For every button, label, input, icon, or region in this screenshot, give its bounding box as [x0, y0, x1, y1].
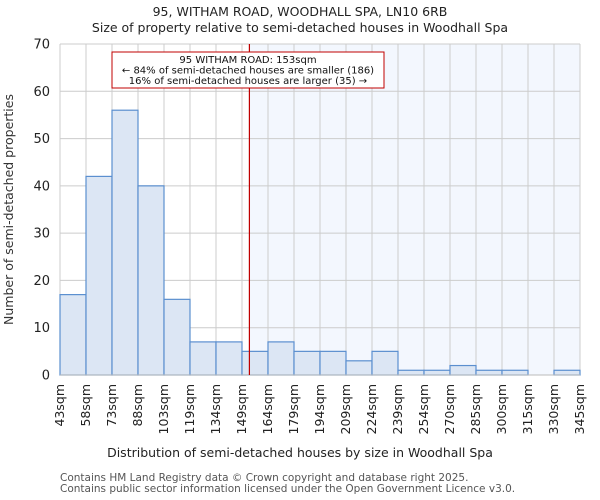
- x-tick-label: 73sqm: [104, 384, 119, 427]
- histogram-bar: [111, 109, 139, 376]
- histogram-bar: [345, 360, 373, 376]
- x-tick-label: 103sqm: [156, 384, 171, 434]
- histogram-bar: [241, 350, 269, 376]
- x-tick-label: 239sqm: [390, 384, 405, 434]
- annotation-text: ← 84% of semi-detached houses are smalle…: [122, 66, 374, 77]
- histogram-bar: [501, 369, 529, 376]
- histogram-bar: [137, 185, 165, 376]
- histogram-bar: [423, 369, 451, 376]
- x-tick-label: 270sqm: [442, 384, 457, 434]
- histogram-bar: [189, 341, 217, 376]
- x-tick-label: 179sqm: [286, 384, 301, 434]
- histogram-bar: [319, 350, 347, 376]
- footer-attribution-2: Contains public sector information licen…: [60, 483, 516, 495]
- x-tick-label: 134sqm: [208, 384, 223, 434]
- annotation-text: 16% of semi-detached houses are larger (…: [129, 76, 367, 87]
- footer-attribution-1: Contains HM Land Registry data © Crown c…: [60, 472, 469, 484]
- histogram-bar: [59, 294, 87, 376]
- x-tick-label: 194sqm: [312, 384, 327, 434]
- larger-region-highlight: [249, 44, 580, 375]
- x-tick-label: 209sqm: [338, 384, 353, 434]
- histogram-bar: [85, 175, 113, 376]
- histogram-bar: [553, 369, 581, 376]
- histogram-bar: [397, 369, 425, 376]
- y-tick-label: 30: [33, 227, 50, 242]
- x-tick-label: 88sqm: [130, 384, 145, 427]
- x-tick-label: 58sqm: [78, 384, 93, 427]
- x-tick-label: 345sqm: [572, 384, 587, 434]
- y-tick-label: 60: [33, 85, 50, 100]
- x-tick-label: 224sqm: [364, 384, 379, 434]
- x-tick-label: 330sqm: [546, 384, 561, 434]
- x-tick-label: 300sqm: [494, 384, 509, 434]
- y-tick-label: 40: [33, 179, 50, 194]
- annotation-text: 95 WITHAM ROAD: 153sqm: [179, 55, 316, 66]
- histogram-bar: [163, 298, 191, 376]
- histogram-bar: [267, 341, 295, 376]
- x-tick-label: 43sqm: [52, 384, 67, 427]
- histogram-bar: [475, 369, 503, 376]
- y-tick-label: 50: [33, 132, 50, 147]
- x-tick-label: 164sqm: [260, 384, 275, 434]
- y-tick-label: 70: [33, 38, 50, 53]
- x-tick-label: 285sqm: [468, 384, 483, 434]
- annotation-box: [111, 51, 385, 89]
- histogram-bar: [215, 341, 243, 376]
- x-tick-label: 254sqm: [416, 384, 431, 434]
- chart-subtitle: Size of property relative to semi-detach…: [91, 20, 509, 35]
- chart-title: 95, WITHAM ROAD, WOODHALL SPA, LN10 6RB: [152, 4, 448, 19]
- y-tick-label: 20: [33, 274, 50, 289]
- x-tick-label: 149sqm: [234, 384, 249, 434]
- histogram-bar: [293, 350, 321, 376]
- x-tick-label: 119sqm: [182, 384, 197, 434]
- histogram-bar: [371, 350, 399, 376]
- histogram-bar: [449, 364, 477, 376]
- x-tick-label: 315sqm: [520, 384, 535, 434]
- y-tick-label: 10: [33, 321, 50, 336]
- y-axis-label: Number of semi-detached properties: [1, 94, 16, 325]
- y-tick-label: 0: [42, 369, 50, 384]
- x-axis-label: Distribution of semi-detached houses by …: [107, 445, 493, 460]
